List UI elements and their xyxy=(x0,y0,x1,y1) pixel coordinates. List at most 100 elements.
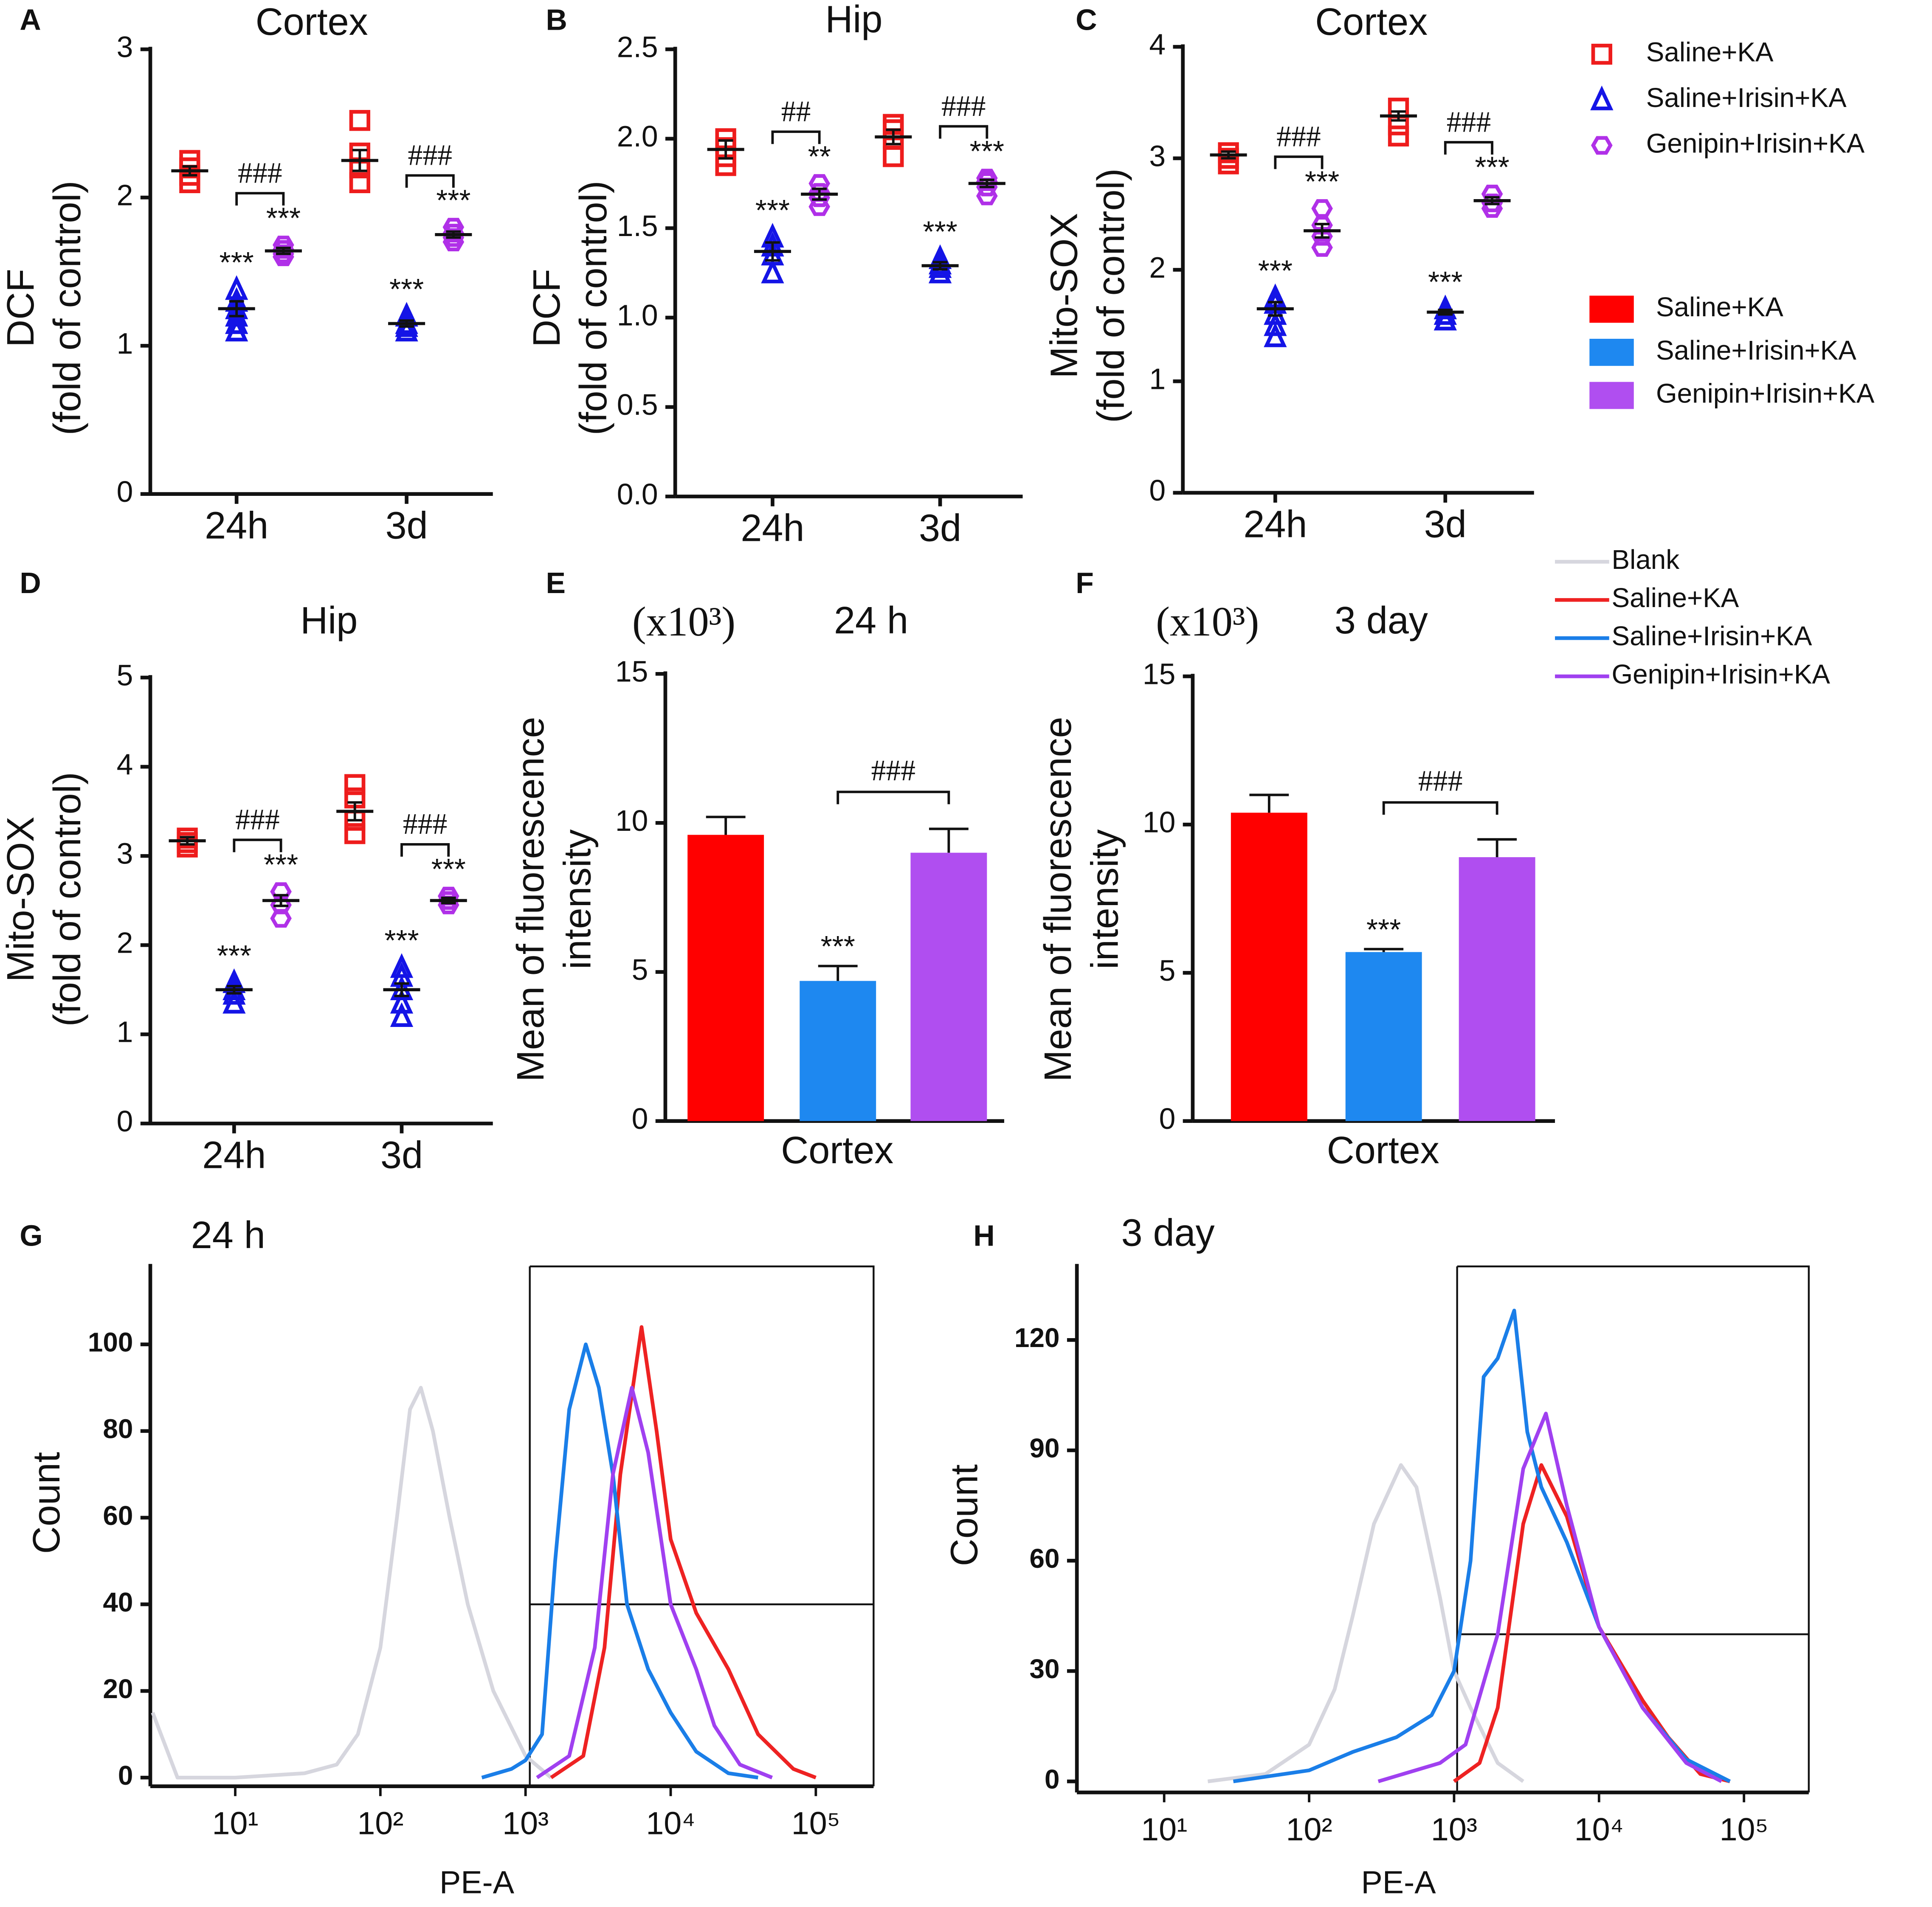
chart-title: Hip xyxy=(300,599,358,642)
x-tick-label: 24h xyxy=(741,507,804,549)
y-tick-label: 100 xyxy=(88,1327,133,1358)
x-tick-label: 10⁴ xyxy=(1574,1811,1624,1847)
x-tick-label: 10⁵ xyxy=(1720,1811,1769,1847)
y-tick-label: 60 xyxy=(103,1500,133,1531)
comparison-bracket xyxy=(233,838,282,852)
data-point xyxy=(1434,306,1457,331)
bar xyxy=(687,835,764,1121)
y-tick-label: 5 xyxy=(1159,954,1176,987)
significance-label: *** xyxy=(389,273,424,306)
error-bar xyxy=(1267,301,1283,317)
y-axis-label: intensity xyxy=(557,829,599,969)
error-bar xyxy=(932,261,948,271)
error-bar xyxy=(1391,110,1406,122)
significance-label: *** xyxy=(755,194,790,227)
y-tick-label: 0 xyxy=(1159,1102,1176,1135)
x-tick-label: 24h xyxy=(202,1134,266,1176)
panel-letter: E xyxy=(546,566,565,599)
data-point xyxy=(808,174,831,193)
significance-label: *** xyxy=(923,215,957,248)
y-axis-label: Mito-SOX xyxy=(1043,213,1086,379)
error-bar xyxy=(446,230,461,239)
y-tick-label: 40 xyxy=(103,1587,133,1617)
significance-label: *** xyxy=(436,183,470,217)
y-tick-label: 2 xyxy=(117,926,133,959)
chart-title: Hip xyxy=(825,0,882,41)
error-bar xyxy=(1477,838,1517,858)
error-bar xyxy=(229,300,244,318)
y-tick-label: 1 xyxy=(117,1015,133,1049)
y-tick-label: 2 xyxy=(1149,251,1166,284)
significance-label: *** xyxy=(264,848,298,881)
x-tick-label: 10³ xyxy=(1431,1811,1477,1847)
data-point xyxy=(976,169,998,188)
y-tick-label: 30 xyxy=(1030,1654,1060,1684)
gate-frame xyxy=(1457,1265,1810,1793)
data-point xyxy=(390,1002,414,1027)
histogram-line xyxy=(1377,1412,1723,1783)
significance-label: *** xyxy=(1475,150,1509,183)
y-tick-label: 10 xyxy=(1143,806,1175,839)
significance-label: *** xyxy=(219,246,253,279)
significance-label: *** xyxy=(1366,913,1401,946)
chart-title: Cortex xyxy=(256,1,368,43)
histogram-line xyxy=(1453,1463,1731,1783)
y-tick-label: 0 xyxy=(1149,474,1166,507)
x-tick-label: 3d xyxy=(919,507,961,549)
error-bar xyxy=(929,827,969,853)
y-tick-label: 1 xyxy=(1149,363,1166,396)
histogram-line xyxy=(151,1386,552,1780)
legend-label: Saline+KA xyxy=(1646,37,1774,68)
comparison-label: ### xyxy=(238,157,282,189)
x-tick-label: 10⁵ xyxy=(791,1805,840,1841)
error-bar xyxy=(979,178,994,188)
data-point xyxy=(1434,294,1457,320)
y-tick-label: 4 xyxy=(1149,28,1166,61)
error-bar xyxy=(1221,150,1236,160)
y-tick-label: 80 xyxy=(103,1414,133,1444)
y-axis-label: Mean of fluorescence xyxy=(1037,717,1079,1082)
error-bar xyxy=(812,187,827,201)
legend-label: Saline+KA xyxy=(1656,292,1783,322)
y-tick-label: 10 xyxy=(615,804,648,837)
y-tick-label: 2.0 xyxy=(617,120,658,153)
y-axis-label: Count xyxy=(25,1452,68,1554)
significance-label: ** xyxy=(808,140,831,173)
legend-swatch xyxy=(1589,382,1634,409)
y-tick-label: 60 xyxy=(1030,1543,1060,1574)
y-axis-label: Mito-SOX xyxy=(0,816,42,982)
comparison-bracket xyxy=(400,843,450,857)
panel-letter: C xyxy=(1076,3,1097,37)
legend-label: Saline+Irisin+KA xyxy=(1646,82,1847,113)
legend-label: Saline+Irisin+KA xyxy=(1612,621,1812,651)
error-bar xyxy=(1315,222,1330,239)
x-tick-label: 10¹ xyxy=(1141,1811,1187,1847)
comparison-label: ### xyxy=(403,808,447,841)
x-tick-label: 10² xyxy=(357,1805,403,1841)
y-tick-label: 5 xyxy=(117,658,133,692)
x-tick-label: 3d xyxy=(380,1134,423,1176)
y-tick-label: 5 xyxy=(632,953,648,986)
legend-label: Genipin+Irisin+KA xyxy=(1646,128,1865,158)
y-tick-label: 0 xyxy=(117,475,133,508)
data-point xyxy=(390,989,414,1014)
error-bar xyxy=(226,985,242,995)
data-point xyxy=(1311,238,1333,257)
legend-label: Blank xyxy=(1612,544,1680,575)
x-axis-label: PE-A xyxy=(1361,1865,1436,1900)
error-bar xyxy=(1249,793,1289,813)
comparison-label: ### xyxy=(408,139,452,172)
error-bar xyxy=(441,897,456,905)
error-bar xyxy=(765,241,780,262)
error-bar xyxy=(352,149,367,172)
data-point xyxy=(1218,142,1239,163)
data-point xyxy=(177,827,198,849)
error-bar xyxy=(1364,948,1404,952)
comparison-bracket xyxy=(771,130,821,144)
error-bar xyxy=(182,165,197,177)
histogram-line xyxy=(481,1342,758,1780)
data-point xyxy=(349,172,370,194)
data-point xyxy=(1264,322,1287,347)
